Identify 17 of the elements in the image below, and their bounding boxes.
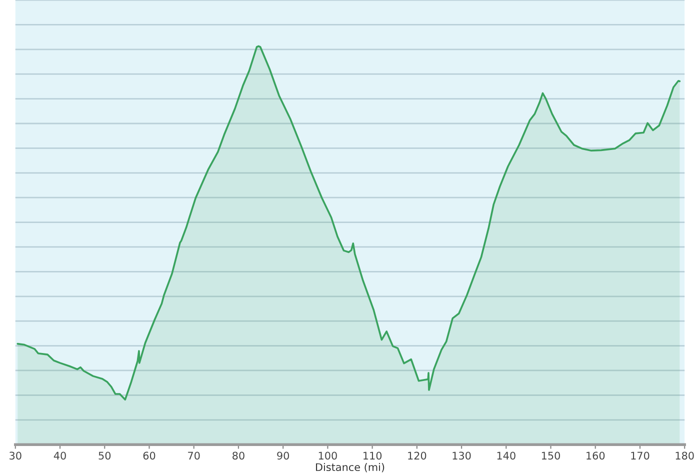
x-tick-label: 170 xyxy=(631,452,650,460)
x-tick-label: 120 xyxy=(408,452,426,460)
x-tick-label: 40 xyxy=(54,452,66,460)
x-axis-title: Distance (mi) xyxy=(316,463,384,472)
x-tick-label: 150 xyxy=(542,452,560,460)
x-tick-label: 160 xyxy=(586,452,605,460)
x-tick-label: 130 xyxy=(452,452,471,460)
x-tick-label: 180 xyxy=(676,452,694,460)
x-tick-label: 70 xyxy=(188,452,200,460)
x-tick-label: 140 xyxy=(497,452,516,460)
x-tick-label: 100 xyxy=(318,452,337,460)
x-tick-label: 90 xyxy=(277,452,290,460)
x-tick-label: 30 xyxy=(10,452,22,460)
x-tick-label: 80 xyxy=(232,452,244,460)
x-tick-label: 110 xyxy=(364,452,382,460)
x-tick-label: 60 xyxy=(143,452,156,460)
x-tick-label: 50 xyxy=(98,452,111,460)
